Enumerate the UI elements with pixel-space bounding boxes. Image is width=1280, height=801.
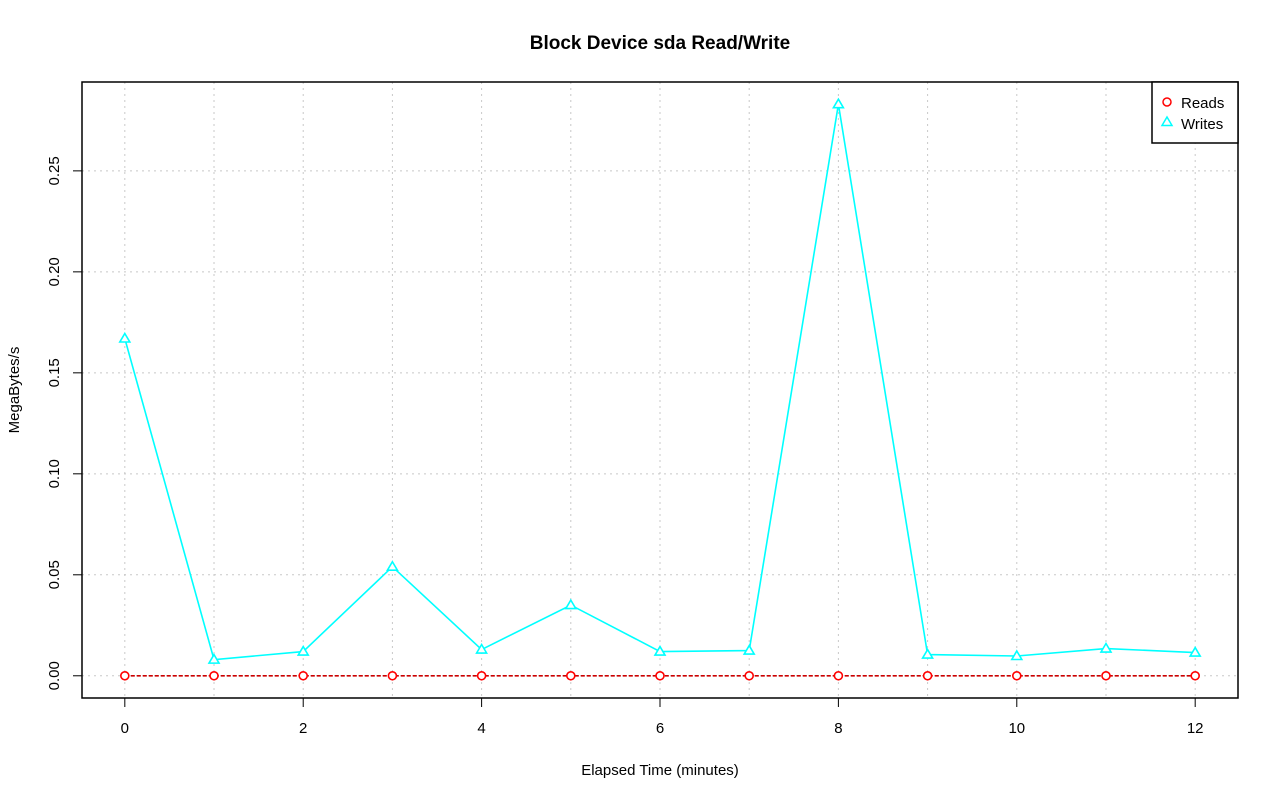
data-point-reads bbox=[1101, 670, 1111, 681]
y-tick-label: 0.20 bbox=[46, 257, 63, 286]
grid bbox=[82, 82, 1238, 698]
data-point-reads bbox=[1011, 670, 1022, 681]
data-point-reads bbox=[1190, 670, 1200, 681]
data-point-writes bbox=[475, 642, 489, 654]
x-tick-label: 10 bbox=[1008, 720, 1025, 737]
data-point-reads bbox=[922, 670, 933, 681]
data-point-writes bbox=[118, 331, 132, 343]
data-point-writes bbox=[921, 647, 934, 659]
x-axis-label: Elapsed Time (minutes) bbox=[581, 762, 739, 779]
data-point-reads bbox=[387, 670, 398, 681]
series-reads bbox=[120, 670, 1200, 681]
y-tick-label: 0.10 bbox=[46, 459, 63, 488]
data-point-reads bbox=[476, 670, 487, 681]
x-tick-label: 2 bbox=[299, 720, 307, 737]
y-tick-label: 0.05 bbox=[46, 560, 63, 589]
data-point-writes bbox=[653, 644, 667, 656]
y-axis: 0.00 0.05 0.10 0.15 0.20 0.25 bbox=[46, 156, 83, 690]
legend: Reads Writes bbox=[1151, 81, 1239, 144]
x-tick-label: 6 bbox=[656, 720, 664, 737]
data-point-reads bbox=[298, 670, 309, 681]
data-point-writes bbox=[564, 598, 578, 610]
data-point-reads bbox=[744, 670, 754, 681]
series-line-writes bbox=[124, 104, 1196, 661]
x-tick-label: 8 bbox=[834, 720, 842, 737]
legend-box bbox=[1151, 81, 1239, 144]
x-tick-label: 0 bbox=[121, 720, 129, 737]
data-point-reads bbox=[655, 670, 665, 681]
legend-writes-marker bbox=[1160, 115, 1174, 127]
legend-writes-label: Writes bbox=[1181, 116, 1223, 133]
chart-title: Block Device sda Read/Write bbox=[530, 33, 790, 54]
y-tick-label: 0.15 bbox=[46, 358, 63, 387]
data-point-writes bbox=[1099, 641, 1113, 653]
data-point-reads bbox=[566, 670, 576, 681]
data-point-writes bbox=[386, 560, 399, 572]
y-tick-label: 0.00 bbox=[46, 661, 63, 690]
data-point-writes bbox=[1010, 649, 1024, 661]
data-point-writes bbox=[831, 97, 845, 109]
x-tick-label: 4 bbox=[477, 720, 485, 737]
legend-reads-label: Reads bbox=[1181, 95, 1224, 112]
data-point-reads bbox=[120, 670, 130, 681]
y-tick-label: 0.25 bbox=[46, 156, 63, 185]
data-point-reads bbox=[833, 670, 844, 681]
data-point-writes bbox=[296, 644, 310, 656]
legend-reads-marker bbox=[1162, 97, 1172, 107]
data-point-writes bbox=[742, 643, 756, 655]
series-writes bbox=[118, 97, 1202, 664]
y-axis-label: MegaBytes/s bbox=[6, 347, 23, 434]
x-axis: 0 2 4 6 8 10 12 bbox=[121, 697, 1204, 737]
data-point-writes bbox=[207, 653, 221, 664]
data-point-reads bbox=[209, 670, 219, 681]
x-tick-label: 12 bbox=[1187, 720, 1204, 737]
series-layer bbox=[118, 97, 1202, 681]
data-point-writes bbox=[1188, 645, 1202, 657]
